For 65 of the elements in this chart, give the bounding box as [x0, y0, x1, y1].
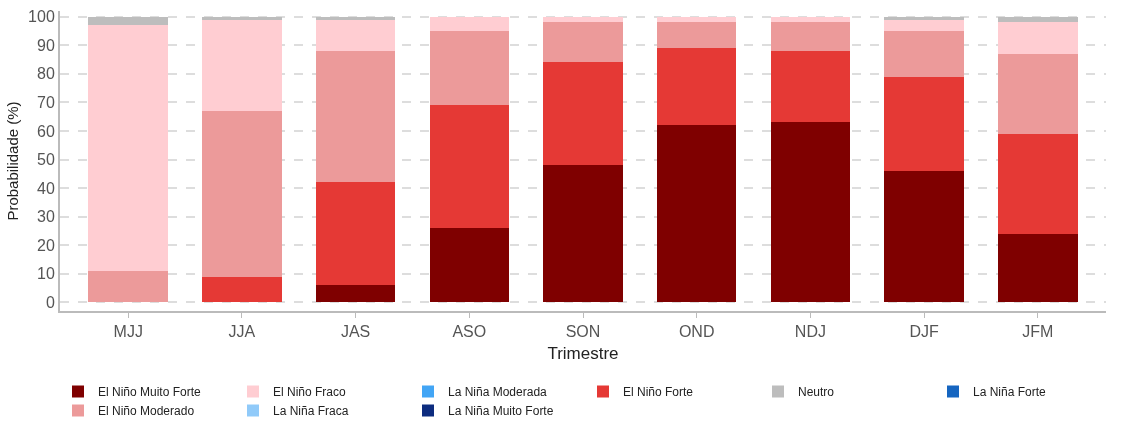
bar: [315, 51, 396, 183]
legend-label: El Niño Muito Forte: [98, 385, 202, 400]
legend-label: La Niña Muito Forte: [448, 404, 554, 419]
bar: [656, 22, 737, 49]
bar: [429, 31, 510, 106]
bar: [656, 48, 737, 126]
bar: [429, 16, 510, 31]
bar: [315, 19, 396, 51]
y-tick-label: 70: [37, 94, 55, 112]
bar: [884, 16, 964, 20]
x-tick-label: JAS: [340, 323, 371, 341]
bar: [770, 51, 851, 123]
bar: [884, 171, 964, 303]
y-axis-title: Probabilidade (%): [3, 101, 21, 221]
bar: [997, 53, 1078, 134]
x-tick-label: NDJ: [794, 323, 826, 341]
y-tick-label: 60: [37, 122, 55, 140]
bar: [88, 16, 169, 26]
bar: [315, 285, 396, 303]
x-tick-label: OND: [678, 323, 715, 341]
bar: [656, 125, 737, 303]
legend-label: El Niño Forte: [623, 385, 694, 400]
legend-label: La Niña Fraca: [273, 404, 349, 419]
y-tick-label: 80: [37, 65, 55, 83]
bar: [543, 22, 623, 63]
bar: [202, 16, 282, 20]
x-tick-label: JJA: [228, 323, 256, 341]
legend-label: El Niño Fraco: [273, 385, 347, 400]
bar: [315, 182, 396, 286]
x-tick-label: SON: [565, 323, 601, 341]
x-axis-title: Trimestre: [547, 344, 619, 364]
bar: [997, 22, 1078, 54]
bar: [429, 228, 510, 303]
bar: [770, 22, 851, 51]
legend-label: Neutro: [798, 385, 835, 400]
bar: [770, 122, 851, 303]
bar: [202, 276, 282, 303]
bar: [543, 62, 623, 166]
legend-label: La Niña Moderada: [448, 385, 548, 400]
bar: [997, 133, 1078, 234]
bar: [884, 31, 964, 77]
y-tick-label: 40: [37, 179, 55, 197]
legend-label: El Niño Moderado: [98, 404, 195, 419]
bar: [884, 76, 964, 171]
y-tick-label: 20: [37, 236, 55, 254]
bar: [88, 25, 169, 271]
bar: [88, 271, 169, 303]
bar: [202, 19, 282, 111]
x-tick-label: DJF: [909, 323, 939, 341]
y-tick-label: 30: [37, 208, 55, 226]
bar: [429, 105, 510, 229]
bar: [315, 16, 396, 20]
bar: [202, 111, 282, 277]
bar: [997, 233, 1078, 303]
bar: [543, 165, 623, 303]
x-tick-label: JFM: [1022, 323, 1054, 341]
x-tick-label: ASO: [452, 323, 487, 341]
bar: [884, 19, 964, 31]
y-tick-label: 90: [37, 36, 55, 54]
y-tick-label: 100: [28, 8, 55, 26]
y-tick-label: 0: [45, 294, 55, 312]
legend-label: La Niña Forte: [973, 385, 1047, 400]
y-tick-label: 50: [37, 151, 55, 169]
x-tick-label: MJJ: [113, 323, 143, 341]
y-tick-label: 10: [37, 265, 55, 283]
